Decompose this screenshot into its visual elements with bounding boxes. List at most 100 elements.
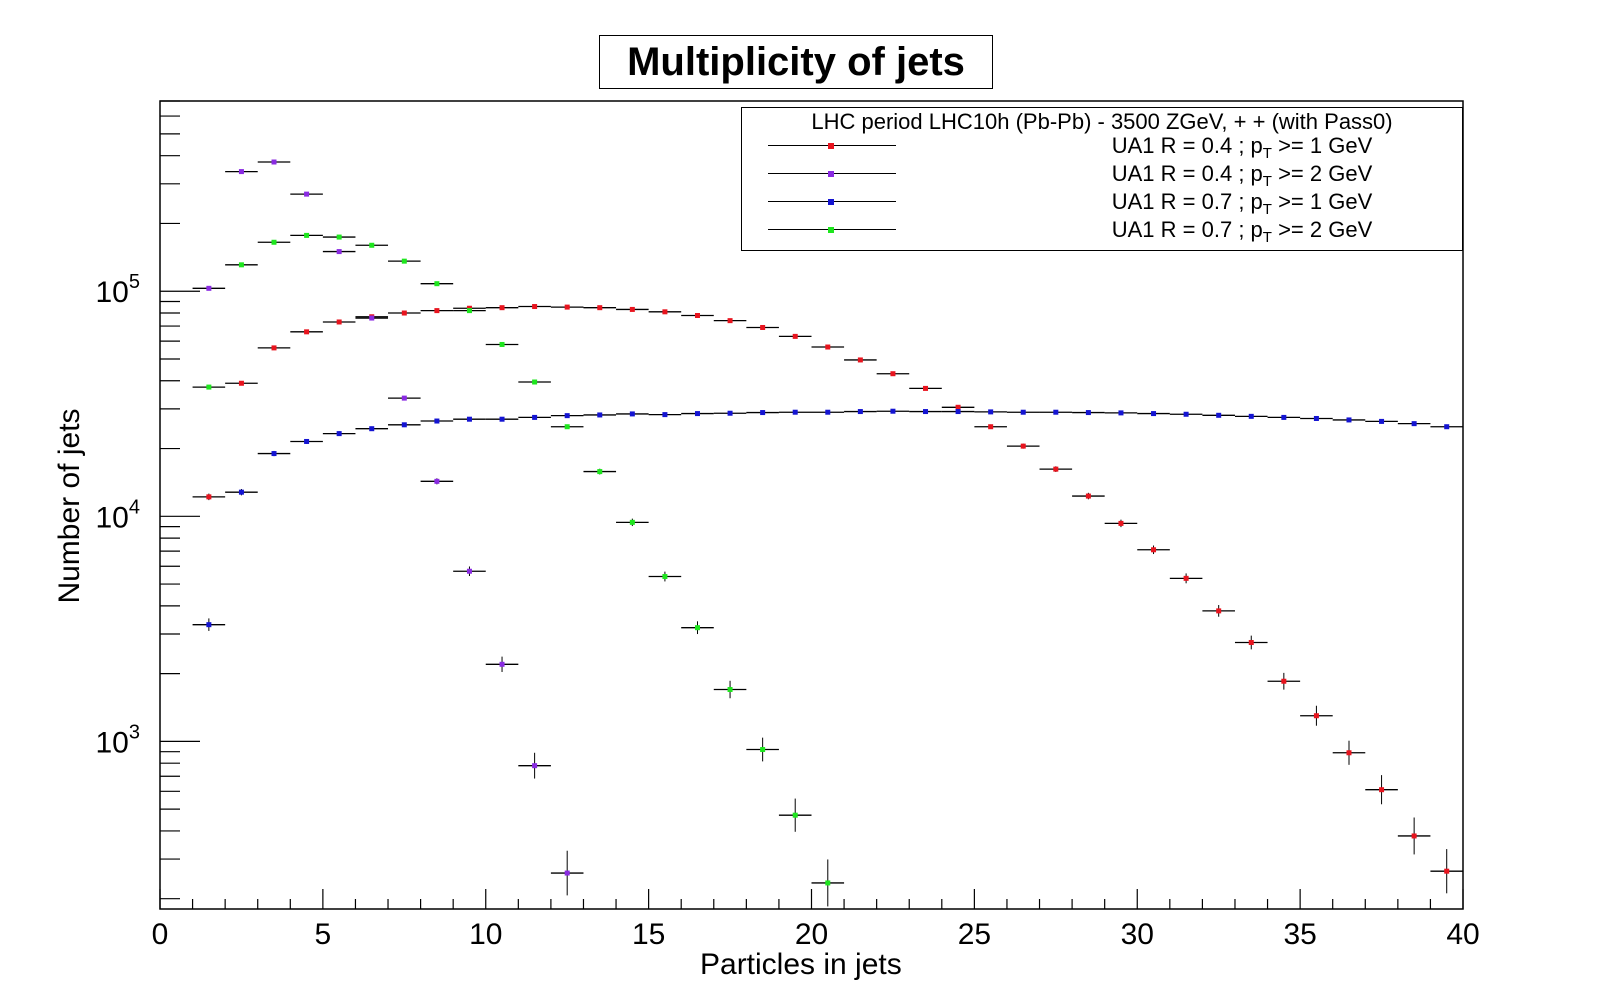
data-point bbox=[238, 262, 244, 268]
data-point bbox=[206, 622, 212, 628]
data-point bbox=[564, 870, 570, 876]
data-point bbox=[1346, 417, 1352, 423]
data-point bbox=[1118, 520, 1124, 526]
data-point bbox=[434, 418, 440, 424]
data-point bbox=[564, 424, 570, 430]
legend-label: UA1 R = 0.4 ; pT >= 2 GeV bbox=[1111, 161, 1373, 190]
legend-marker bbox=[828, 171, 834, 177]
data-point bbox=[1248, 413, 1254, 419]
data-point bbox=[890, 408, 896, 414]
data-point bbox=[760, 410, 766, 416]
x-tick-label: 20 bbox=[795, 918, 828, 951]
data-point bbox=[1444, 424, 1450, 430]
data-point bbox=[857, 409, 863, 415]
series-layer bbox=[192, 159, 1463, 907]
legend-header: LHC period LHC10h (Pb-Pb) - 3500 ZGeV, +… bbox=[811, 109, 1393, 134]
data-point bbox=[1118, 410, 1124, 416]
data-point bbox=[1216, 412, 1222, 418]
data-point bbox=[271, 159, 277, 165]
x-tick-label: 25 bbox=[958, 918, 991, 951]
data-point bbox=[499, 341, 505, 347]
data-point bbox=[532, 763, 538, 769]
data-point bbox=[238, 380, 244, 386]
data-point bbox=[597, 469, 603, 475]
data-point bbox=[988, 409, 994, 415]
data-point bbox=[499, 416, 505, 422]
data-point bbox=[694, 625, 700, 631]
series-1 bbox=[192, 304, 1463, 894]
y-tick-label: 104 bbox=[96, 496, 141, 534]
data-point bbox=[369, 426, 375, 432]
data-point bbox=[597, 412, 603, 418]
data-point bbox=[792, 409, 798, 415]
data-point bbox=[206, 285, 212, 291]
data-point bbox=[206, 494, 212, 500]
data-point bbox=[727, 318, 733, 324]
data-point bbox=[336, 249, 342, 255]
data-point bbox=[304, 329, 310, 335]
data-point bbox=[694, 313, 700, 319]
data-point bbox=[727, 410, 733, 416]
series-3 bbox=[192, 408, 1463, 631]
series-2 bbox=[192, 159, 584, 896]
data-point bbox=[1151, 411, 1157, 417]
data-point bbox=[988, 424, 994, 430]
legend-marker bbox=[828, 227, 834, 233]
x-tick-label: 0 bbox=[152, 918, 169, 951]
data-point bbox=[434, 281, 440, 287]
data-point bbox=[955, 409, 961, 415]
data-point bbox=[792, 812, 798, 818]
data-point bbox=[597, 305, 603, 311]
data-point bbox=[1085, 493, 1091, 499]
data-point bbox=[1379, 418, 1385, 424]
data-point bbox=[1313, 415, 1319, 421]
x-tick-label: 5 bbox=[315, 918, 332, 951]
x-tick-label: 15 bbox=[632, 918, 665, 951]
chart-title: Multiplicity of jets bbox=[599, 35, 993, 89]
data-point bbox=[629, 306, 635, 312]
data-point bbox=[532, 414, 538, 420]
data-point bbox=[401, 422, 407, 428]
data-point bbox=[271, 239, 277, 245]
data-point bbox=[532, 304, 538, 310]
data-point bbox=[499, 305, 505, 311]
x-tick-label: 10 bbox=[469, 918, 502, 951]
data-point bbox=[1281, 414, 1287, 420]
data-point bbox=[1379, 787, 1385, 793]
legend-entry: UA1 R = 0.7 ; pT >= 2 GeV bbox=[742, 216, 1462, 246]
data-point bbox=[336, 319, 342, 325]
data-point bbox=[271, 451, 277, 457]
data-point bbox=[1020, 409, 1026, 415]
data-point bbox=[304, 438, 310, 444]
data-point bbox=[1248, 639, 1254, 645]
data-point bbox=[662, 574, 668, 580]
data-point bbox=[1216, 608, 1222, 614]
legend-marker bbox=[828, 143, 834, 149]
legend-entry: UA1 R = 0.4 ; pT >= 2 GeV bbox=[742, 160, 1462, 190]
data-point bbox=[760, 747, 766, 753]
y-tick-label: 105 bbox=[96, 271, 141, 309]
legend-label: UA1 R = 0.4 ; pT >= 1 GeV bbox=[1111, 133, 1373, 162]
data-point bbox=[1346, 750, 1352, 756]
legend-marker bbox=[828, 199, 834, 205]
data-point bbox=[1085, 410, 1091, 416]
data-point bbox=[1151, 547, 1157, 553]
legend: LHC period LHC10h (Pb-Pb) - 3500 ZGeV, +… bbox=[741, 107, 1463, 251]
data-point bbox=[1183, 575, 1189, 581]
data-point bbox=[401, 395, 407, 401]
data-point bbox=[466, 416, 472, 422]
data-point bbox=[1411, 833, 1417, 839]
data-point bbox=[1053, 409, 1059, 415]
data-point bbox=[499, 661, 505, 667]
data-point bbox=[825, 409, 831, 415]
data-point bbox=[694, 411, 700, 417]
data-point bbox=[532, 379, 538, 385]
data-point bbox=[206, 384, 212, 390]
data-point bbox=[369, 315, 375, 321]
data-point bbox=[238, 489, 244, 495]
y-tick-label: 103 bbox=[96, 721, 141, 759]
data-point bbox=[1411, 421, 1417, 427]
x-axis-title: Particles in jets bbox=[700, 948, 902, 981]
data-point bbox=[662, 412, 668, 418]
